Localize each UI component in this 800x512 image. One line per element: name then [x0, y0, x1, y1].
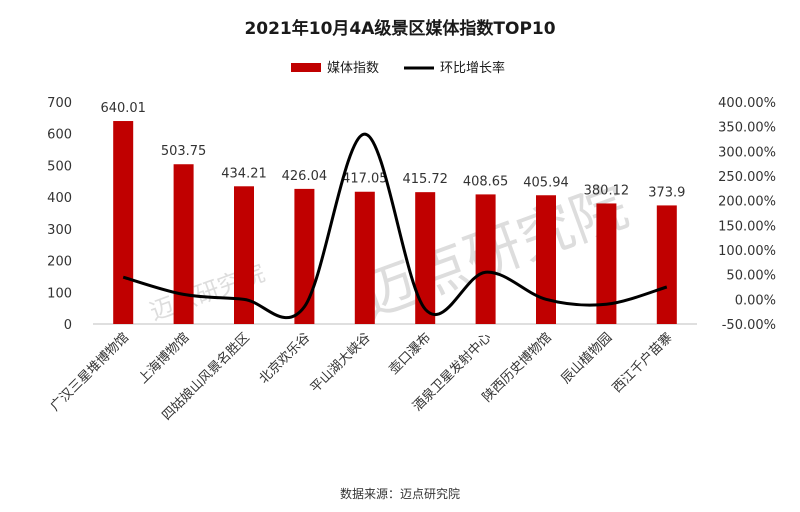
line-series — [122, 132, 668, 320]
bar-value-label: 640.01 — [100, 101, 146, 116]
bar-data-labels: 640.01 503.75 434.21 426.04 417.05 415.72 408.… — [100, 101, 685, 200]
left-y-axis: 0 100 200 300 400 500 600 700 — [47, 96, 72, 333]
right-tick-label: 400.00% — [718, 96, 776, 111]
right-tick-label: 150.00% — [718, 219, 776, 234]
source-note: 数据来源：迈点研究院 — [340, 486, 460, 501]
right-tick-label: 200.00% — [718, 195, 776, 210]
right-tick-label: 0.00% — [735, 293, 776, 308]
legend-label-bar: 媒体指数 — [327, 61, 379, 76]
bar — [294, 188, 315, 324]
category-label: 壶口瀑布 — [387, 330, 434, 377]
left-tick-label: 600 — [47, 128, 72, 143]
right-y-axis: -50.00% 0.00% 50.00% 100.00% 150.00% 200.00% 2… — [718, 96, 776, 333]
bar-value-label: 415.72 — [402, 172, 448, 187]
right-tick-label: 350.00% — [718, 121, 776, 136]
bar — [173, 164, 194, 324]
category-label: 北京欢乐谷 — [257, 330, 314, 387]
legend-label-line: 环比增长率 — [440, 60, 505, 76]
right-tick-label: 50.00% — [726, 269, 776, 284]
left-tick-label: 700 — [47, 96, 72, 111]
category-label: 辰山植物园 — [559, 330, 616, 387]
legend: 媒体指数 环比增长率 — [291, 60, 505, 76]
bar-value-label: 503.75 — [161, 144, 207, 159]
bar-series — [113, 121, 677, 325]
right-tick-label: -50.00% — [722, 318, 776, 333]
category-label: 平山湖大峡谷 — [308, 330, 374, 396]
bar-value-label: 373.9 — [648, 185, 685, 200]
bar — [113, 121, 134, 325]
left-tick-label: 0 — [64, 318, 72, 333]
bar-value-label: 405.94 — [523, 175, 569, 190]
bar — [475, 194, 496, 324]
bar-value-label: 426.04 — [282, 169, 328, 184]
bar-value-label: 434.21 — [221, 166, 267, 181]
right-tick-label: 100.00% — [718, 244, 776, 259]
category-label: 西江千户苗寨 — [609, 330, 675, 396]
bar — [354, 191, 375, 324]
bar-value-label: 380.12 — [584, 183, 630, 198]
bar — [596, 203, 617, 324]
left-tick-label: 300 — [47, 223, 72, 238]
bar — [415, 192, 436, 324]
category-label: 广汉三星堆博物馆 — [48, 330, 132, 414]
bar-value-label: 408.65 — [463, 174, 509, 189]
bar — [536, 195, 556, 324]
bar — [234, 186, 254, 324]
right-tick-label: 250.00% — [718, 170, 776, 185]
bar — [656, 205, 677, 324]
right-tick-label: 300.00% — [718, 145, 776, 160]
bar-value-label: 417.05 — [342, 172, 388, 187]
left-tick-label: 100 — [47, 286, 72, 301]
growth-rate-line — [122, 132, 668, 320]
legend-swatch-bar — [291, 63, 321, 72]
chart-title: 2021年10月4A级景区媒体指数TOP10 — [244, 18, 555, 39]
left-tick-label: 400 — [47, 191, 72, 206]
left-tick-label: 500 — [47, 159, 72, 174]
left-tick-label: 200 — [47, 255, 72, 270]
category-label: 上海博物馆 — [136, 330, 193, 387]
